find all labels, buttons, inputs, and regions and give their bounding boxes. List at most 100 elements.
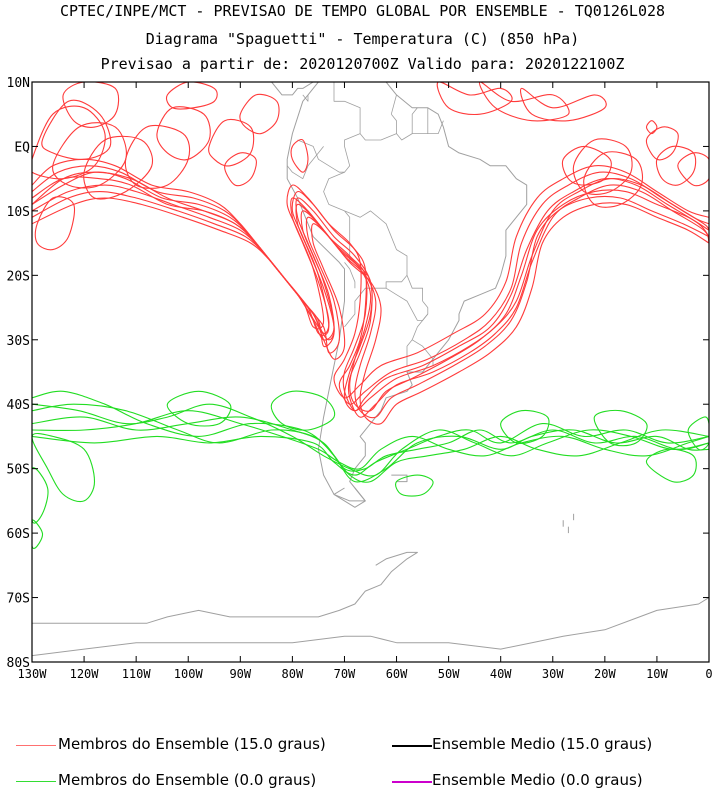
- red-member-loop: [34, 196, 76, 251]
- red-member-loop: [583, 151, 643, 208]
- red-member-loop: [520, 87, 607, 122]
- country-border: [411, 313, 429, 340]
- red-member-loop: [62, 82, 120, 128]
- red-member-line: [32, 184, 709, 412]
- x-tick-label: 40W: [490, 667, 512, 681]
- green-member-line: [32, 390, 709, 483]
- green-member-line: [32, 403, 709, 477]
- x-tick-label: 20W: [594, 667, 616, 681]
- legend-swatch-green: [16, 781, 56, 782]
- y-tick-label: EQ: [14, 140, 30, 155]
- x-tick-label: 30W: [542, 667, 564, 681]
- legend-swatch-red: [16, 745, 56, 746]
- red-member-line: [32, 191, 709, 419]
- legend-swatch-magenta: [392, 781, 432, 783]
- x-tick-label: 0: [705, 667, 712, 681]
- green-member-line: [32, 403, 709, 483]
- red-member-loop: [124, 124, 191, 189]
- country-border: [333, 82, 361, 134]
- map-borders: [286, 82, 444, 366]
- x-tick-label: 130W: [18, 667, 48, 681]
- red-member-loop: [677, 152, 709, 187]
- red-member-line: [32, 165, 709, 405]
- coastline: [270, 82, 314, 96]
- red-member-line: [32, 171, 709, 412]
- green-member-loop: [32, 519, 44, 549]
- country-border: [406, 275, 423, 302]
- y-tick-label: 50S: [7, 463, 30, 478]
- green-member-loop: [270, 390, 336, 431]
- plot-frame: [31, 81, 710, 663]
- country-border: [390, 94, 397, 115]
- country-border: [411, 339, 434, 366]
- green-member-loop: [593, 409, 648, 447]
- y-tick-label: 10S: [7, 205, 30, 220]
- country-border: [344, 210, 351, 263]
- legend-label-red: Membros do Ensemble (15.0 graus): [58, 735, 326, 753]
- red-member-line: [32, 158, 709, 399]
- red-member-loop: [32, 105, 106, 180]
- x-tick-label: 70W: [334, 667, 356, 681]
- coastline: [396, 597, 709, 650]
- x-tick-label: 110W: [122, 667, 152, 681]
- red-member-loop: [572, 138, 633, 195]
- y-tick-label: 30S: [7, 334, 30, 349]
- red-member-loop: [478, 82, 570, 122]
- axis-labels: 130W 120W 110W 100W 90W 80W 70W 60W 50W 40W 30W 20W…: [7, 76, 713, 681]
- legend-swatch-black: [392, 745, 432, 747]
- green-member-loop: [32, 467, 49, 524]
- country-border: [286, 146, 324, 180]
- red-member-loop: [239, 93, 280, 135]
- red-member-loop: [208, 118, 255, 167]
- x-tick-label: 100W: [174, 667, 204, 681]
- country-border: [297, 120, 444, 173]
- red-member-line: [32, 171, 709, 412]
- green-member-loop: [166, 390, 232, 427]
- y-tick-label: 20S: [7, 269, 30, 284]
- country-border: [302, 94, 309, 102]
- green-contours: [32, 390, 709, 549]
- green-member-line: [32, 423, 709, 476]
- coastline: [32, 551, 418, 624]
- x-tick-label: 90W: [229, 667, 251, 681]
- red-member-loop: [156, 106, 211, 161]
- coastline: [32, 635, 397, 657]
- country-border: [344, 210, 408, 328]
- green-member-loop: [687, 416, 709, 451]
- red-member-loop: [41, 99, 112, 161]
- red-member-loop: [224, 152, 257, 187]
- red-member-loop: [561, 145, 612, 186]
- red-contours: [32, 82, 709, 425]
- y-tick-label: 10N: [7, 76, 30, 91]
- red-member-loop: [290, 138, 309, 173]
- country-border: [406, 339, 413, 366]
- y-tick-label: 60S: [7, 527, 30, 542]
- axis-ticks: [31, 81, 710, 663]
- y-tick-label: 80S: [7, 656, 30, 671]
- red-member-loop: [165, 82, 218, 110]
- red-member-loop: [645, 120, 658, 135]
- y-tick-label: 70S: [7, 592, 30, 607]
- x-tick-label: 10W: [646, 667, 668, 681]
- x-tick-label: 60W: [386, 667, 408, 681]
- legend-label-black: Ensemble Medio (15.0 graus): [432, 735, 653, 753]
- green-member-loop: [395, 474, 434, 497]
- title-line-2: Diagrama "Spaguetti" - Temperatura (C) (…: [145, 30, 580, 48]
- green-member-loop: [500, 409, 550, 444]
- x-tick-label: 120W: [70, 667, 100, 681]
- title-line-3: Previsao a partir de: 2020120700Z Valido…: [100, 55, 625, 73]
- country-border: [323, 171, 345, 212]
- red-member-loop: [645, 126, 679, 161]
- country-border: [385, 287, 429, 321]
- green-member-line: [32, 416, 709, 472]
- x-tick-label: 50W: [438, 667, 460, 681]
- green-member-line: [32, 410, 709, 470]
- green-member-loop: [32, 432, 96, 503]
- legend-label-magenta: Ensemble Medio (0.0 graus): [432, 771, 643, 789]
- green-member-loop: [645, 448, 697, 483]
- red-member-loop: [83, 135, 153, 200]
- legend-label-green: Membros do Ensemble (0.0 graus): [58, 771, 317, 789]
- red-member-loop: [655, 145, 697, 186]
- country-border: [411, 107, 418, 134]
